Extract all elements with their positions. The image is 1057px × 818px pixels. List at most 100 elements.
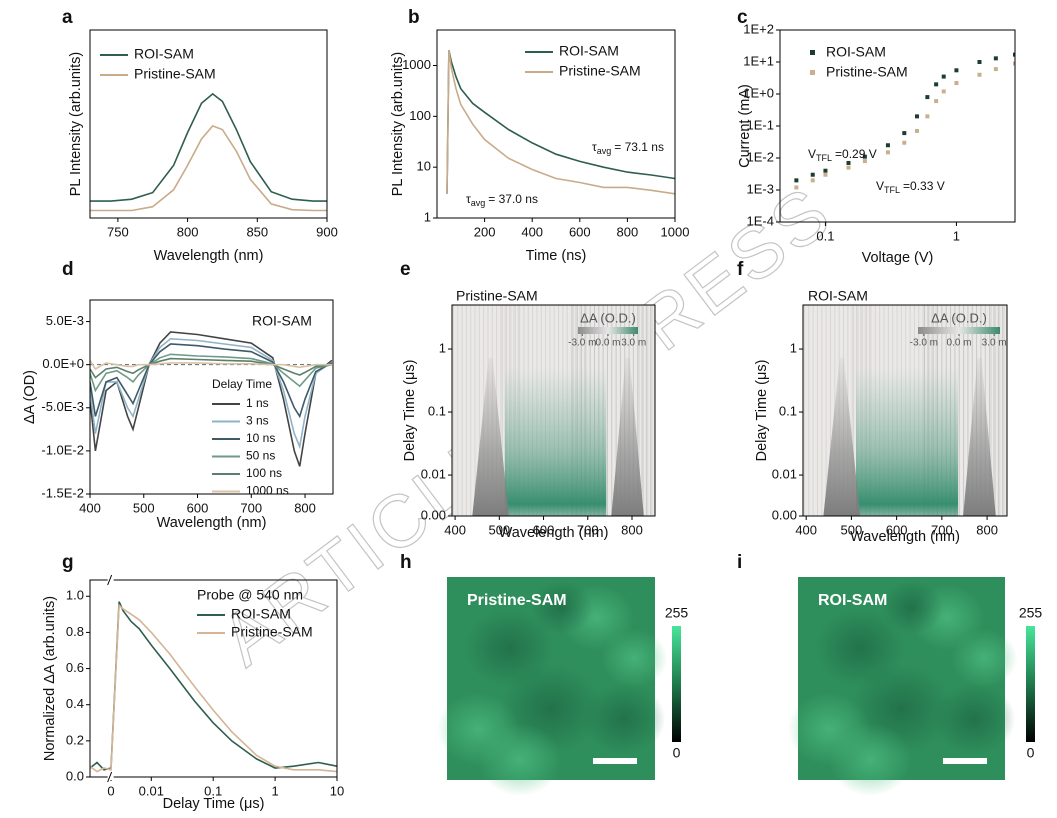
- y-tick-label: 0.1: [428, 403, 446, 418]
- series-line: [90, 343, 333, 419]
- x-axis-title: Voltage (V): [862, 250, 934, 266]
- panel-label: a: [62, 7, 73, 28]
- y-tick-label: 1E-2: [747, 149, 774, 164]
- scatter-point: [925, 95, 930, 100]
- panel-label: c: [737, 7, 748, 28]
- heatmap-blob: [611, 357, 644, 516]
- scatter-point: [914, 128, 919, 133]
- colorbar-tick-label: -3.0 m: [568, 338, 596, 349]
- colorbar-label: ΔA (O.D.): [580, 310, 636, 325]
- axes-frame: [89, 579, 338, 778]
- legend-label: Pristine-SAM: [231, 624, 313, 640]
- x-axis-title: Wavelength (nm): [850, 529, 960, 545]
- y-tick-label: 1: [439, 340, 446, 355]
- colorbar-tick-label: 0: [673, 745, 681, 761]
- x-axis-title: Wavelength (nm): [157, 515, 267, 531]
- x-tick-label: 700: [931, 522, 953, 537]
- scatter-point: [977, 72, 982, 77]
- x-tick-label: 0.1: [204, 783, 222, 798]
- x-axis-title: Time (ns): [526, 248, 587, 264]
- legend-label: Pristine-SAM: [826, 64, 908, 80]
- y-axis-title: Normalized ΔA (arb.units): [42, 596, 58, 761]
- y-tick-label: 1000: [402, 57, 431, 72]
- axes-frame: [802, 304, 1008, 517]
- y-axis-title: Current (mA): [737, 84, 753, 168]
- heatmap-blob: [823, 357, 861, 516]
- axis-break-gap: [107, 774, 114, 780]
- scatter-point: [934, 99, 939, 104]
- x-tick-label: 800: [294, 500, 316, 515]
- image-texture: [582, 682, 666, 756]
- axes-frame: [89, 299, 334, 495]
- scatter-point: [954, 81, 959, 86]
- x-tick-label: 400: [795, 522, 817, 537]
- colorbar-tick-label: 0: [1027, 745, 1035, 761]
- colorbar: [918, 327, 1000, 334]
- annotation-subscript: TFL: [816, 153, 832, 163]
- panel-label: e: [400, 259, 411, 280]
- y-tick-label: 0.1: [779, 403, 797, 418]
- scatter-point: [810, 172, 815, 177]
- legend-label: 50 ns: [246, 449, 275, 463]
- scatter-point: [846, 165, 851, 170]
- scatter-point: [993, 67, 998, 72]
- heatmap-green: [504, 368, 607, 516]
- x-axis-title: Wavelength (nm): [154, 248, 264, 264]
- colorbar-tick-label: -3.0 m: [910, 338, 938, 349]
- y-tick-label: 1E-4: [747, 213, 774, 228]
- heatmap-title: ROI-SAM: [808, 288, 868, 304]
- scatter-point: [954, 68, 959, 73]
- y-tick-label: 0.8: [66, 624, 84, 639]
- scatter-point: [914, 114, 919, 119]
- legend-label: Pristine-SAM: [134, 66, 216, 82]
- y-tick-label: 10: [417, 159, 431, 174]
- plot-area: [452, 305, 655, 516]
- annotation-text: = 37.0 ns: [488, 192, 538, 206]
- x-tick-label: 1: [271, 783, 278, 798]
- image-texture: [478, 723, 562, 797]
- plot-area: [90, 601, 337, 773]
- x-tick-label: 850: [246, 224, 268, 239]
- annotation-text: =0.29 V: [835, 147, 877, 161]
- x-tick-label: 600: [886, 522, 908, 537]
- scatter-point: [885, 150, 890, 155]
- plot-area: [794, 52, 1015, 190]
- y-tick-label: 1: [424, 209, 431, 224]
- series-line: [446, 50, 675, 194]
- scatter-point: [902, 131, 907, 136]
- x-tick-label: 0.01: [139, 783, 164, 798]
- scatter-point: [902, 140, 907, 145]
- x-tick-label: 750: [107, 224, 129, 239]
- y-tick-label: 0.00: [421, 507, 446, 522]
- x-tick-label: 0: [107, 783, 114, 798]
- series-line: [90, 359, 332, 371]
- annotation: τavg = 73.1 ns: [592, 140, 664, 156]
- scatter-point: [1013, 61, 1015, 66]
- y-tick-label: 1E-3: [747, 181, 774, 196]
- annotation-text: =0.33 V: [903, 179, 945, 193]
- legend-title: Delay Time: [212, 377, 272, 391]
- y-tick-label: -1.5E-2: [41, 485, 84, 500]
- y-tick-label: 5.0E-3: [46, 313, 84, 328]
- panel-label: i: [737, 552, 742, 573]
- series-line: [90, 603, 337, 773]
- x-tick-label: 400: [79, 500, 101, 515]
- scatter-point: [823, 168, 828, 173]
- y-tick-label: 0.2: [66, 732, 84, 747]
- scatter-point: [1013, 52, 1015, 57]
- x-tick-label: 700: [240, 500, 262, 515]
- x-tick-label: 400: [521, 224, 543, 239]
- image-texture: [951, 628, 1018, 688]
- colorbar-tick-label: 255: [665, 605, 689, 621]
- legend-label: 10 ns: [246, 431, 275, 445]
- x-tick-label: 1: [953, 228, 960, 243]
- image-title: ROI-SAM: [818, 592, 887, 609]
- colorbar: [1026, 626, 1035, 742]
- x-tick-label: 400: [444, 522, 466, 537]
- image-texture: [880, 580, 943, 635]
- colorbar-tick-label: 0.0 m: [946, 338, 971, 349]
- scatter-point: [862, 159, 867, 164]
- scatter-point: [934, 82, 939, 87]
- annotation-symbol: τ: [466, 192, 471, 206]
